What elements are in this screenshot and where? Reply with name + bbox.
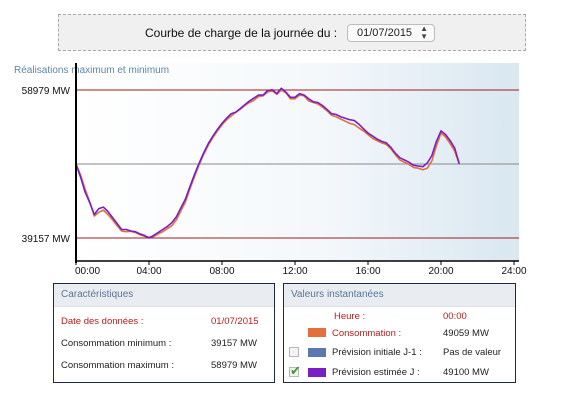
select-arrows-icon: ▲ ▼ xyxy=(420,24,428,41)
data-date-label: Date des données : xyxy=(61,316,144,327)
plot-background xyxy=(76,63,519,261)
estimated-forecast-checkbox[interactable]: ✔ xyxy=(289,363,301,378)
consumption-label: Consommation : xyxy=(332,328,402,339)
characteristics-panel: Caractéristiques Date des données : 01/0… xyxy=(53,283,275,383)
date-selector-bar: Courbe de charge de la journée du : 01/0… xyxy=(58,14,526,51)
consumption-value: 49059 MW xyxy=(443,328,489,339)
max-consumption-value: 58979 MW xyxy=(211,360,257,371)
load-curve-chart: Réalisations maximum et minimum 58979 MW… xyxy=(14,63,527,277)
data-date-value: 01/07/2015 xyxy=(211,316,259,327)
hour-label: Heure : xyxy=(334,311,366,322)
hour-value: 00:00 xyxy=(443,311,467,322)
instant-values-title: Valeurs instantanées xyxy=(284,284,515,307)
x-tick-label: 20:00 xyxy=(428,266,453,277)
checkmark-icon: ✔ xyxy=(290,363,301,378)
date-label: Courbe de charge de la journée du : xyxy=(145,26,338,40)
y-ref-label: 58979 MW xyxy=(22,86,71,97)
initial-forecast-value: Pas de valeur xyxy=(443,347,502,358)
x-tick-label: 24:00 xyxy=(501,266,526,277)
series-line-pr-vision-estim-e-j xyxy=(75,87,461,239)
estimated-forecast-label: Prévision estimée J : xyxy=(332,367,420,378)
consumption-swatch xyxy=(308,328,326,337)
x-tick-label: 00:00 xyxy=(75,266,100,277)
max-consumption-label: Consommation maximum : xyxy=(61,360,174,371)
initial-forecast-swatch xyxy=(308,348,326,357)
initial-forecast-label: Prévision initiale J-1 : xyxy=(332,347,422,358)
min-consumption-value: 39157 MW xyxy=(211,338,257,349)
x-tick-label: 08:00 xyxy=(209,266,234,277)
estimated-forecast-value: 49100 MW xyxy=(443,367,489,378)
x-tick-label: 12:00 xyxy=(282,266,307,277)
initial-forecast-checkbox[interactable] xyxy=(289,347,299,357)
x-tick-label: 16:00 xyxy=(355,266,380,277)
x-tick-label: 04:00 xyxy=(136,266,161,277)
estimated-forecast-swatch xyxy=(308,368,326,377)
date-select-value: 01/07/2015 xyxy=(357,27,413,39)
characteristics-title: Caractéristiques xyxy=(54,284,274,307)
y-ref-label: 39157 MW xyxy=(22,234,71,245)
chart-title: Réalisations maximum et minimum xyxy=(14,65,169,76)
instant-values-panel: Valeurs instantanées Heure : 00:00 Conso… xyxy=(283,283,516,383)
min-consumption-label: Consommation minimum : xyxy=(61,338,172,349)
date-select[interactable]: 01/07/2015 ▲ ▼ xyxy=(347,24,435,42)
